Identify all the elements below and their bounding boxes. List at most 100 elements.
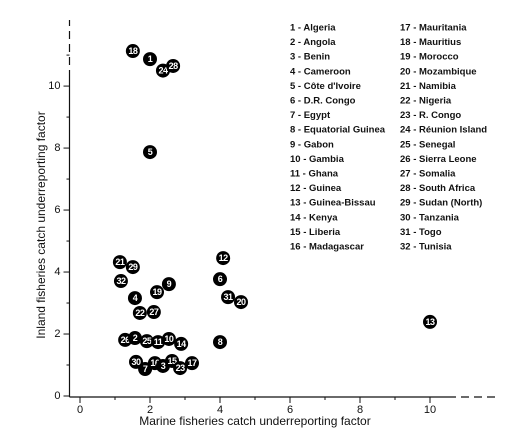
y-tick-label: 4 [54, 266, 60, 278]
point-label: 20 [236, 297, 246, 307]
point-label: 14 [177, 339, 187, 349]
point-label: 7 [143, 364, 148, 374]
y-axis-title: Inland fisheries catch underreporting fa… [34, 111, 48, 338]
legend-entry: 12 - Guinea [290, 183, 342, 194]
point [125, 260, 140, 275]
legend-entry: 27 - Somalia [400, 169, 456, 180]
legend-entry: 31 - Togo [400, 227, 442, 238]
point [112, 255, 127, 270]
point-label: 27 [149, 307, 159, 317]
x-tick-label: 8 [357, 404, 363, 416]
legend-entry: 30 - Tanzania [400, 212, 460, 223]
point [185, 356, 199, 371]
legend-entry: 24 - Réunion Island [400, 125, 487, 136]
point [146, 305, 161, 320]
y-tick-label: 8 [54, 142, 60, 154]
point-label: 8 [218, 337, 223, 347]
legend-entry: 2 - Angola [290, 37, 336, 48]
point [173, 361, 188, 376]
legend-entry: 9 - Gabon [290, 139, 334, 150]
point-label: 30 [131, 357, 141, 367]
point-label: 6 [218, 274, 223, 284]
y-tick-label: 2 [54, 328, 60, 340]
point [150, 285, 164, 300]
point-label: 18 [128, 46, 138, 56]
x-tick-label: 4 [217, 404, 223, 416]
y-tick-label: 6 [54, 204, 60, 216]
point [161, 277, 176, 292]
point [151, 335, 166, 350]
point-label: 17 [187, 358, 197, 368]
legend-entry: 11 - Ghana [290, 169, 339, 180]
point-label: 28 [169, 61, 179, 71]
legend-entry: 4 - Cameroon [290, 66, 351, 77]
legend-entry: 20 - Mozambique [400, 66, 477, 77]
point-label: 10 [164, 334, 174, 344]
point [127, 291, 142, 306]
legend-entry: 21 - Namibia [400, 81, 457, 92]
legend-entry: 8 - Equatorial Guinea [290, 125, 386, 136]
point [166, 58, 181, 73]
point [125, 44, 140, 59]
point-label: 4 [133, 293, 138, 303]
legend-entry: 7 - Egypt [290, 110, 331, 121]
y-tick-label: 10 [48, 80, 60, 92]
point-label: 24 [158, 65, 168, 75]
point-label: 31 [224, 292, 234, 302]
point [132, 305, 147, 320]
point-label: 19 [152, 287, 162, 297]
point-label: 13 [425, 317, 435, 327]
legend-entry: 23 - R. Congo [400, 110, 461, 121]
point [213, 272, 227, 287]
point [221, 290, 236, 305]
legend-entry: 22 - Nigeria [400, 96, 452, 107]
point-label: 29 [128, 262, 138, 272]
point [143, 52, 157, 67]
legend-entry: 3 - Benin [290, 52, 330, 63]
point-label: 32 [116, 276, 126, 286]
legend-entry: 18 - Mauritius [400, 37, 461, 48]
legend-entry: 16 - Madagascar [290, 242, 364, 253]
point [139, 334, 154, 349]
point [113, 274, 128, 289]
x-tick-label: 2 [147, 404, 153, 416]
legend-entry: 15 - Liberia [290, 227, 341, 238]
legend-entry: 28 - South Africa [400, 183, 476, 194]
point [174, 336, 189, 351]
point-label: 11 [154, 337, 163, 347]
point-label: 16 [150, 358, 160, 368]
legend-entry: 32 - Tunisia [400, 242, 452, 253]
point [423, 314, 437, 329]
point [143, 145, 157, 160]
point [213, 335, 227, 350]
x-axis-title: Marine fisheries catch underreporting fa… [139, 414, 370, 428]
point-label: 25 [142, 336, 152, 346]
legend-entry: 5 - Côte d'Ivoire [290, 81, 361, 92]
point-label: 2 [133, 333, 138, 343]
point [234, 295, 248, 310]
point-label: 9 [167, 279, 172, 289]
legend-entry: 10 - Gambia [290, 154, 345, 165]
x-tick-label: 10 [424, 404, 436, 416]
point-label: 3 [161, 361, 166, 371]
point-label: 22 [135, 308, 145, 318]
legend-entry: 19 - Morocco [400, 52, 459, 63]
point-label: 23 [176, 363, 186, 373]
legend-entry: 26 - Sierra Leone [400, 154, 477, 165]
legend-entry: 14 - Kenya [290, 212, 338, 223]
x-tick-label: 0 [77, 404, 83, 416]
legend-entry: 17 - Mauritania [400, 23, 467, 34]
point-label: 12 [219, 253, 229, 263]
point-label: 1 [148, 54, 153, 64]
point-label: 21 [115, 257, 125, 267]
legend-entry: 13 - Guinea-Bissau [290, 198, 376, 209]
point-label: 5 [148, 147, 153, 157]
point [127, 331, 142, 346]
point [216, 251, 231, 266]
point [161, 331, 176, 346]
legend-entry: 29 - Sudan (North) [400, 198, 482, 209]
legend-entry: 1 - Algeria [290, 23, 336, 34]
legend-entry: 25 - Senegal [400, 139, 455, 150]
point-label: 15 [168, 356, 178, 366]
